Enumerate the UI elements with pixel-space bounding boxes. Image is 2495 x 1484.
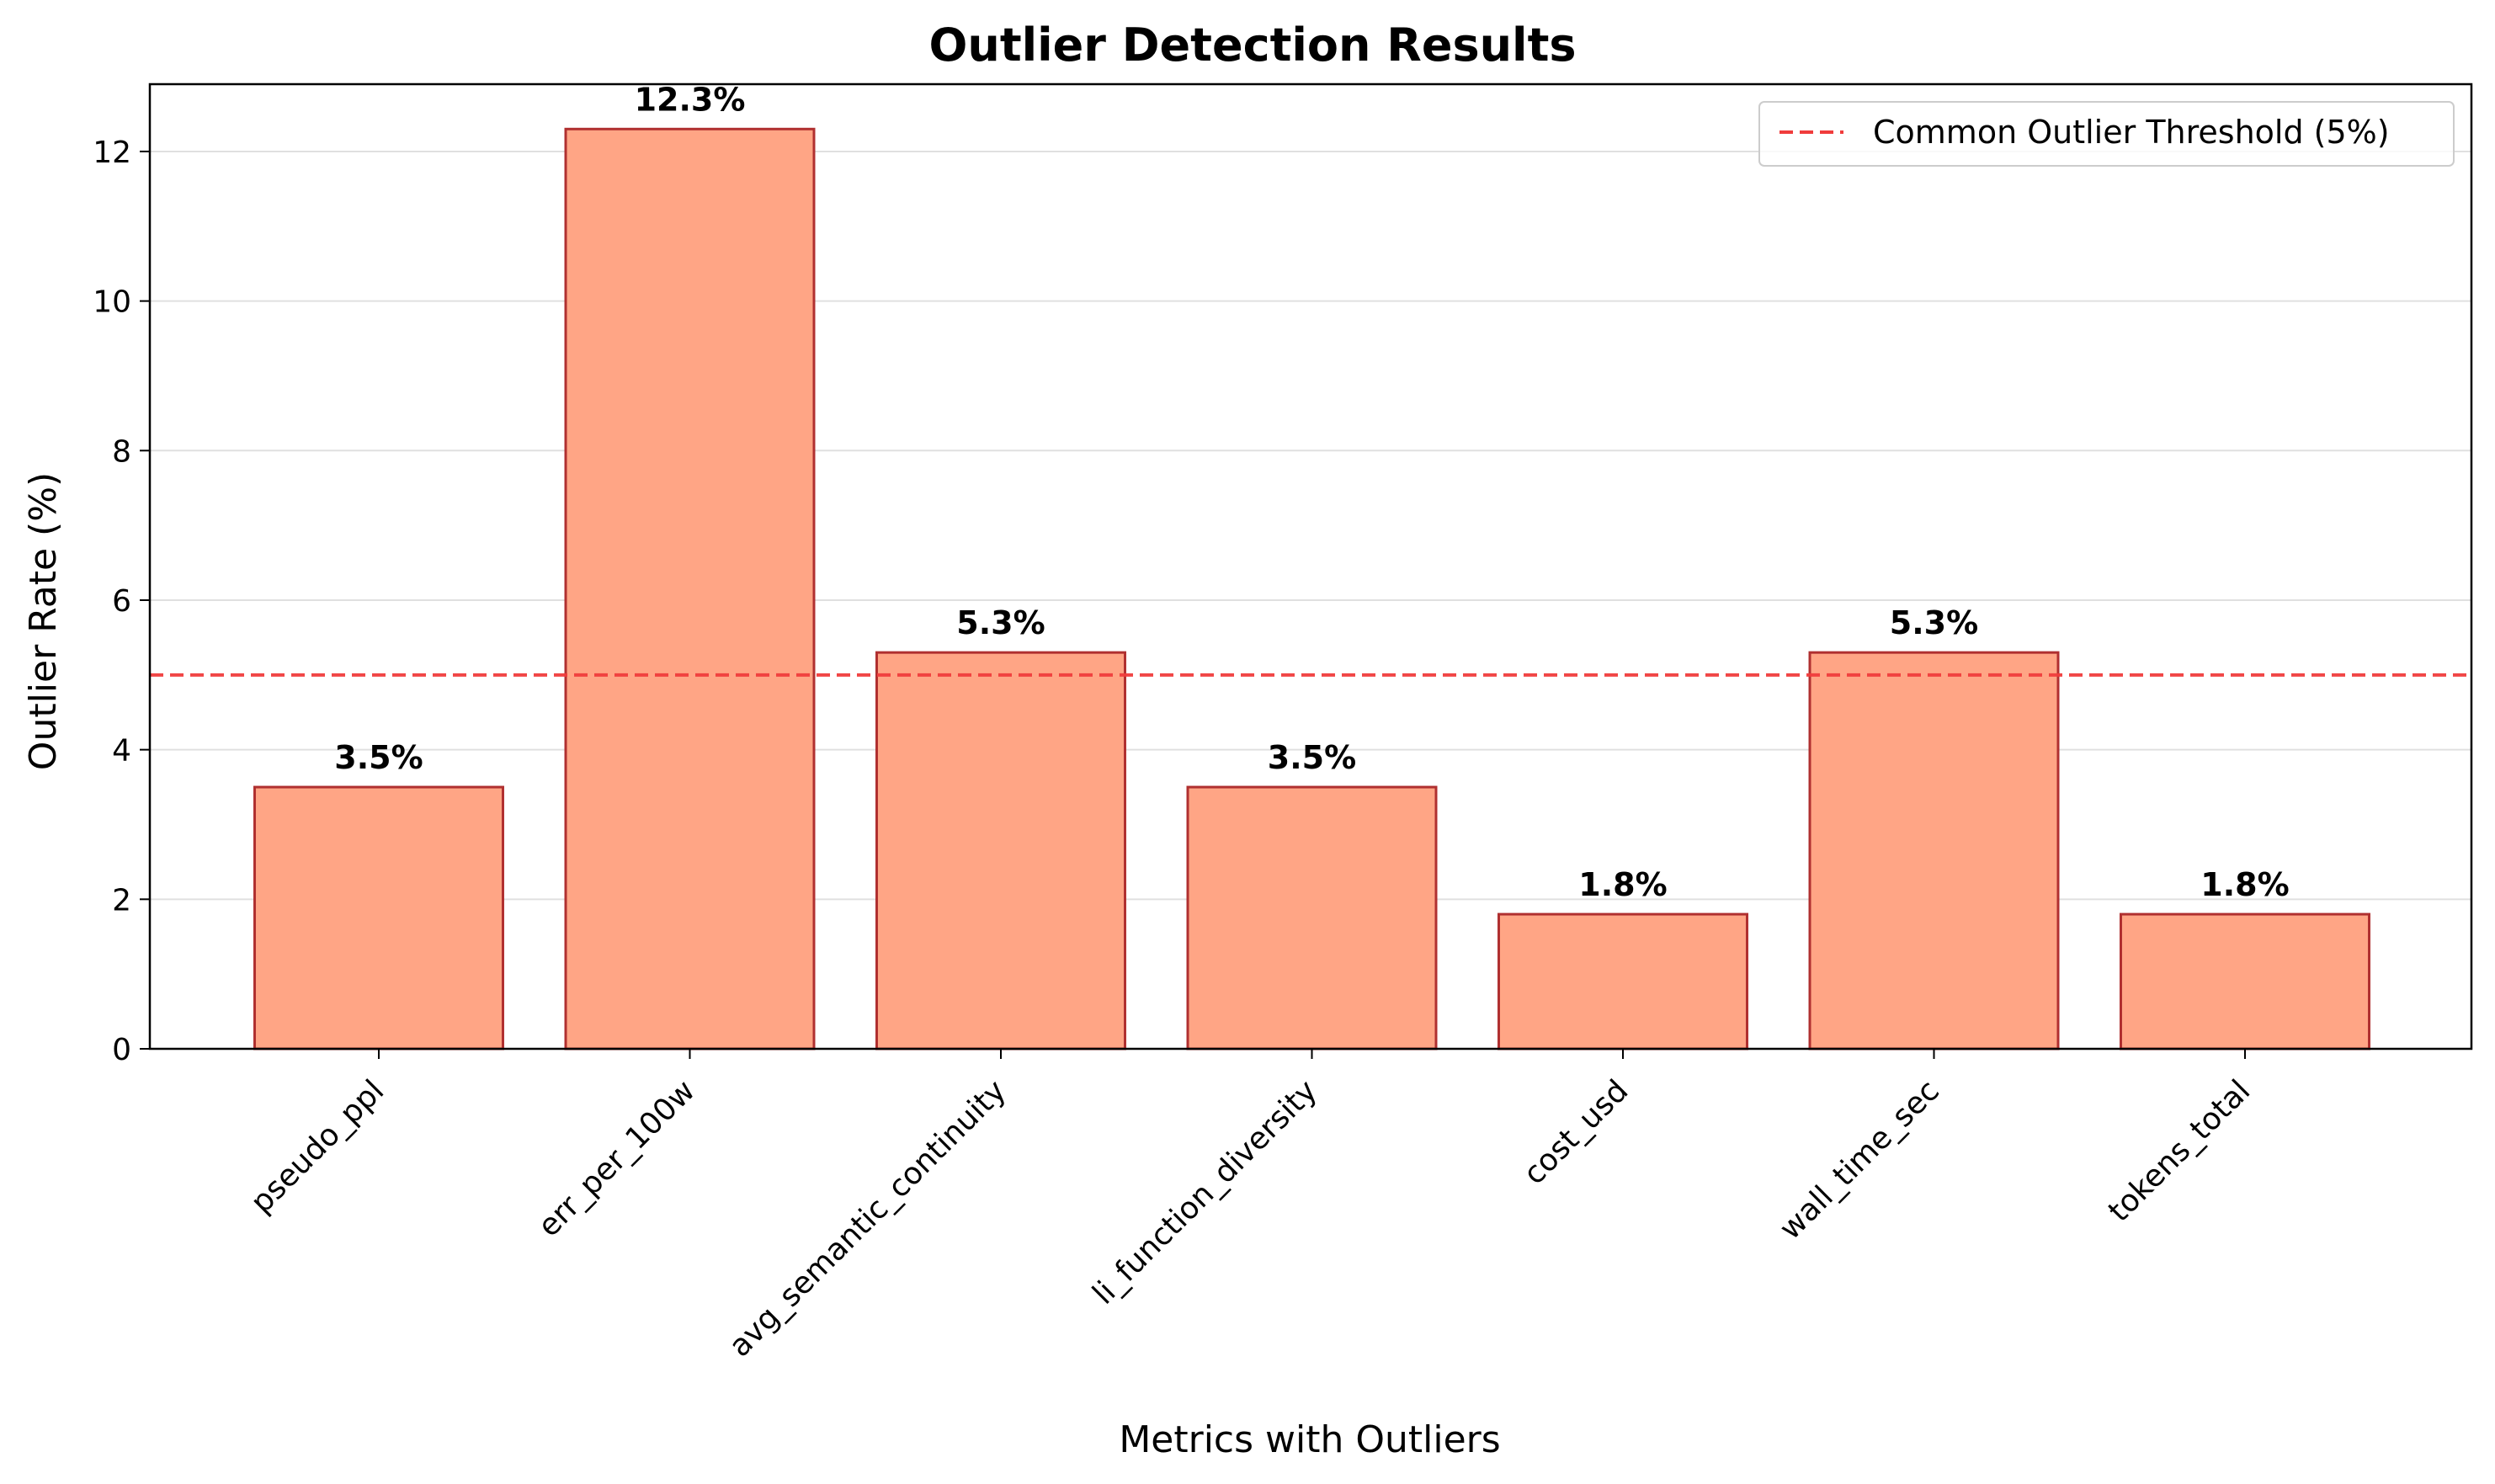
data-label: 5.3%	[1890, 604, 1978, 641]
bars	[253, 127, 2370, 1051]
bar	[875, 651, 1126, 1051]
data-label: 1.8%	[2200, 866, 2289, 903]
bar	[564, 127, 816, 1051]
x-tick-label: cost_usd	[1517, 1073, 1635, 1191]
data-label: 3.5%	[1268, 739, 1356, 776]
y-tick-label: 0	[112, 1033, 131, 1067]
data-label: 3.5%	[334, 739, 423, 776]
y-tick-label: 10	[93, 285, 131, 320]
y-axis-label: Outlier Rate (%)	[22, 472, 65, 770]
y-tick-label: 2	[112, 883, 131, 918]
x-tick-label: tokens_total	[2102, 1073, 2257, 1228]
x-axis-label: Metrics with Outliers	[1119, 1418, 1500, 1461]
x-tick-label: avg_semantic_continuity	[722, 1073, 1013, 1364]
data-labels: 3.5% 12.3% 5.3% 3.5% 1.8% 5.3% 1.8%	[334, 81, 2289, 903]
y-tick-label: 4	[112, 734, 131, 769]
x-tick-label: li_function_diversity	[1086, 1073, 1323, 1311]
grid-lines	[150, 150, 2471, 1050]
bar	[1498, 912, 1748, 1051]
bar	[1808, 651, 2060, 1051]
data-label: 1.8%	[1578, 866, 1667, 903]
data-label: 5.3%	[956, 604, 1045, 641]
bar	[2120, 912, 2370, 1051]
y-tick-label: 6	[112, 584, 131, 619]
legend-box	[1758, 101, 2455, 167]
legend-threshold-label: Common Outlier Threshold (5%)	[1873, 114, 2390, 151]
y-tick-label: 8	[112, 434, 131, 469]
chart-title: Outlier Detection Results	[928, 19, 1576, 72]
y-tick-label: 12	[93, 136, 131, 170]
x-tick-label: pseudo_ppl	[244, 1073, 391, 1220]
y-ticks: 0 2 4 6 8 10 12	[93, 136, 150, 1067]
legend: Common Outlier Threshold (5%)	[1758, 101, 2455, 167]
plot-frame	[148, 82, 2473, 1051]
x-tick-label: err_per_100w	[532, 1073, 702, 1243]
data-label: 12.3%	[635, 81, 746, 118]
bar	[1186, 785, 1438, 1051]
x-tick-label: wall_time_sec	[1773, 1073, 1945, 1246]
x-ticks: pseudo_ppl err_per_100w avg_semantic_conti…	[244, 1049, 2257, 1364]
bar	[253, 785, 504, 1051]
plot-border	[148, 82, 2473, 1051]
